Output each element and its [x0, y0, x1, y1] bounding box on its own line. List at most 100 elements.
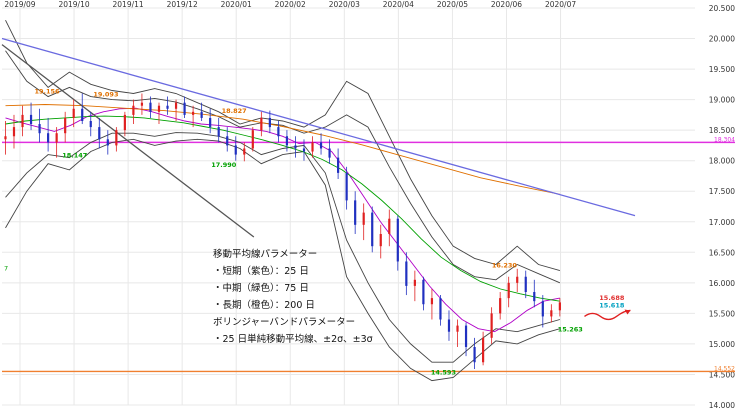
candle-body — [12, 127, 16, 137]
legend-mid: ・中期（緑色）：75 日 — [213, 283, 309, 294]
candle-body — [558, 302, 561, 311]
x-tick-label: 2019/11 — [113, 0, 144, 9]
candle-body — [524, 276, 527, 293]
candle-body — [328, 148, 331, 158]
y-tick-label: 20.000 — [709, 35, 735, 44]
candle-body — [456, 325, 459, 332]
y-tick-label: 19.000 — [709, 96, 735, 105]
candle-body — [319, 142, 323, 149]
candle-body — [533, 292, 536, 302]
candle-body — [243, 148, 246, 155]
candle-body — [311, 142, 314, 152]
gray-downtrend — [1, 44, 255, 238]
price-annotation: 15.263 — [558, 326, 583, 334]
price-annotation: 19.093 — [93, 91, 118, 99]
y-tick-label: 19.500 — [709, 65, 735, 74]
candle-body — [396, 218, 399, 262]
candle-body — [277, 127, 280, 137]
y-tick-label: 14.500 — [709, 370, 735, 379]
x-tick-label: 2019/09 — [4, 0, 35, 9]
series-line — [5, 107, 560, 333]
candle-body — [106, 139, 109, 146]
legend-short: ・短期（紫色）：25 日 — [213, 266, 309, 277]
y-tick-label: 15.000 — [709, 340, 735, 349]
grid-layer — [2, 7, 695, 406]
price-annotation: 14.593 — [431, 368, 456, 376]
candle-body — [64, 117, 67, 134]
series-line — [5, 19, 561, 272]
candle-body — [388, 218, 391, 234]
candle-body — [98, 127, 101, 140]
candle-body — [89, 120, 92, 128]
candle-body — [482, 337, 485, 363]
series-line — [5, 104, 560, 195]
orange-support-label: 14.552 — [714, 365, 735, 372]
y-axis-labels: 20.500 20.000 19.500 19.000 18.500 18.000 17.5… — [709, 4, 735, 410]
candle-body — [209, 117, 212, 128]
moving-averages — [5, 104, 560, 333]
candle-body — [268, 117, 271, 128]
x-tick-label: 2020/02 — [275, 0, 306, 9]
x-tick-label: 2020/04 — [383, 0, 414, 9]
legend-bb-detail: ・25 日単純移動平均線、±2σ、±3σ — [213, 334, 373, 345]
x-tick-label: 2020/03 — [329, 0, 360, 9]
x-axis-labels: 2019/09 2019/10 2019/11 2019/12 2020/01 2020/… — [4, 0, 576, 9]
legend-long: ・長期（橙色）：200 日 — [213, 300, 315, 311]
candle-body — [294, 145, 297, 149]
candle-body — [226, 136, 229, 146]
candle-body — [183, 102, 186, 115]
forecast-arrow-path — [584, 309, 631, 321]
candle-body — [174, 102, 178, 109]
x-tick-label: 2020/07 — [545, 0, 576, 9]
candle-body — [422, 279, 425, 305]
price-annotation: 15.618 — [599, 301, 625, 309]
candle-body — [473, 346, 476, 363]
y-tick-label: 15.500 — [709, 309, 735, 318]
candle-body — [260, 117, 263, 131]
forecast-arrow — [584, 309, 631, 321]
candle-body — [4, 136, 7, 140]
y-tick-label: 18.000 — [709, 157, 735, 166]
candle-body — [464, 325, 468, 347]
candle-body — [166, 105, 169, 109]
series-line — [5, 50, 561, 284]
candle-body — [72, 108, 75, 118]
x-tick-label: 2019/10 — [58, 0, 89, 9]
y-tick-label: 17.000 — [709, 218, 735, 227]
candle-body — [405, 261, 408, 286]
y-tick-label: 18.500 — [709, 126, 735, 135]
y-tick-label: 16.500 — [709, 248, 735, 257]
candle-body — [439, 298, 442, 320]
candles — [4, 93, 561, 369]
candle-body — [21, 114, 24, 128]
candle-body — [234, 145, 237, 155]
y-tick-label: 17.500 — [709, 187, 735, 196]
y-tick-label: 20.500 — [709, 4, 735, 13]
candle-body — [157, 105, 161, 112]
candle-body — [413, 279, 416, 286]
candle-body — [217, 127, 220, 137]
price-annotation: 19.156 — [34, 88, 60, 96]
magenta-resistance-label: 18.304 — [714, 136, 735, 143]
legend-bb-title: ボリンジャーバンドパラメーター — [213, 317, 356, 328]
blue-downtrend — [1, 37, 636, 217]
candle-body — [81, 108, 84, 121]
candle-body — [200, 111, 203, 118]
x-tick-label: 2020/05 — [437, 0, 468, 9]
x-tick-label: 2020/01 — [221, 0, 252, 9]
candle-body — [550, 310, 553, 317]
candle-body — [149, 102, 152, 112]
candle-body — [362, 212, 365, 225]
price-annotation: 15.688 — [599, 294, 625, 302]
candle-body — [192, 111, 195, 115]
candle-body — [285, 136, 289, 146]
candle-body — [140, 102, 144, 106]
candle-body — [345, 172, 348, 201]
candle-body — [499, 298, 502, 314]
legend-title: 移動平均線パラメーター — [213, 249, 318, 260]
candle-body — [379, 233, 382, 247]
x-tick-label: 2019/12 — [167, 0, 198, 9]
price-annotation: 17.990 — [211, 161, 237, 169]
series-line — [5, 115, 560, 302]
forecast-arrow-head — [624, 309, 631, 315]
